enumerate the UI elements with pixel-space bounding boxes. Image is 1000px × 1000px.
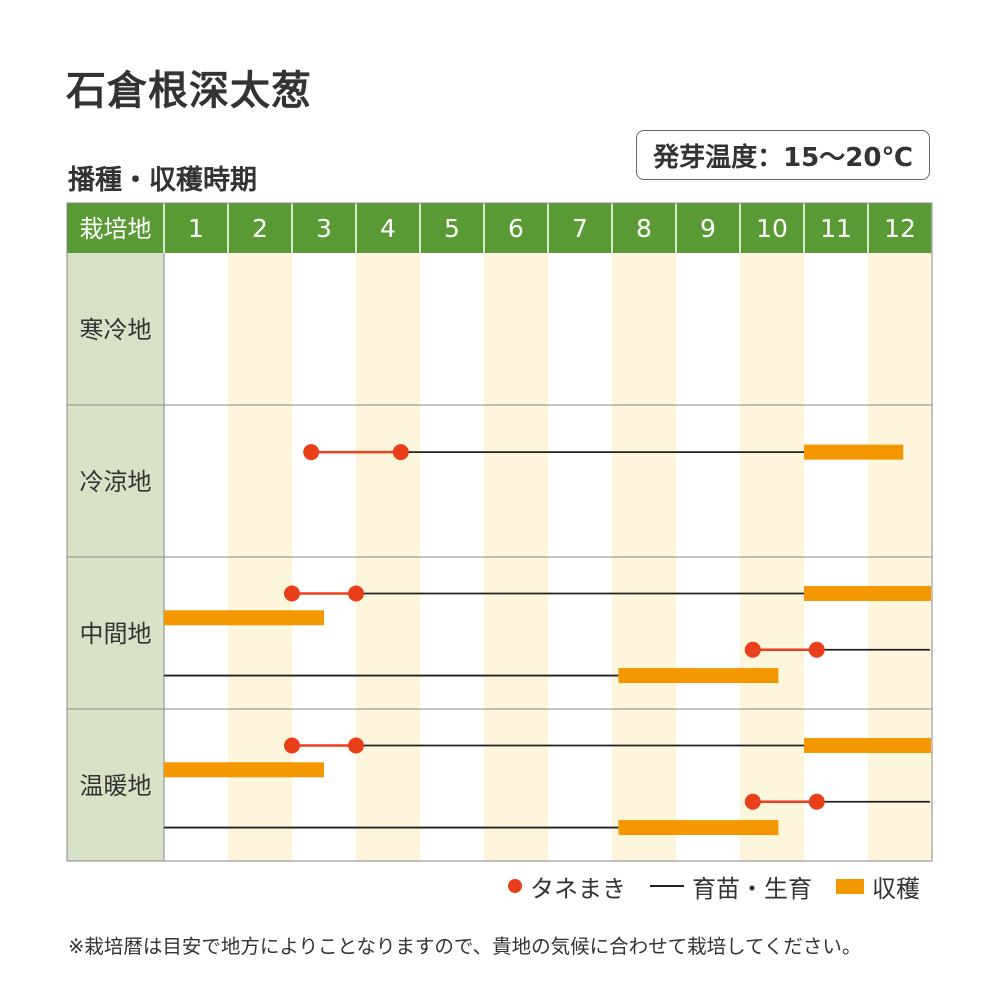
chart-border bbox=[66, 202, 933, 862]
growing-line-icon bbox=[650, 885, 684, 887]
month-label: 11 bbox=[820, 214, 852, 243]
harvest-bar bbox=[804, 444, 904, 460]
sowing-point bbox=[808, 793, 825, 810]
sowing-point bbox=[303, 444, 320, 461]
legend-item-harvest: 収穫 bbox=[836, 869, 920, 904]
germination-temperature-badge: 発芽温度：15～20℃ bbox=[636, 130, 930, 180]
sowing-point bbox=[744, 641, 761, 658]
month-label: 5 bbox=[444, 214, 460, 243]
sowing-point bbox=[392, 444, 409, 461]
sowing-dot-icon bbox=[508, 879, 522, 893]
footnote: ※栽培暦は目安で地方によりことなりますので、貴地の気候に合わせて栽培してください… bbox=[68, 935, 862, 958]
sowing-point bbox=[808, 641, 825, 658]
month-label: 12 bbox=[884, 214, 916, 243]
legend-item-growing: 育苗・生育 bbox=[650, 869, 812, 904]
harvest-bar bbox=[164, 610, 324, 626]
region-label: 温暖地 bbox=[80, 772, 152, 800]
month-label: 1 bbox=[188, 214, 204, 243]
chart-legend: タネまき 育苗・生育 収穫 bbox=[508, 868, 934, 904]
legend-item-sowing: タネまき bbox=[508, 869, 626, 904]
month-label: 10 bbox=[756, 214, 788, 243]
chart-subtitle: 播種・収穫時期 bbox=[68, 165, 257, 196]
harvest-bar bbox=[804, 585, 931, 601]
month-label: 8 bbox=[636, 214, 652, 243]
month-label: 2 bbox=[252, 214, 268, 243]
legend-label-sowing: タネまき bbox=[530, 874, 626, 903]
month-label: 6 bbox=[508, 214, 524, 243]
harvest-bar bbox=[804, 737, 931, 753]
legend-label-growing: 育苗・生育 bbox=[692, 874, 812, 903]
sowing-point bbox=[284, 737, 300, 754]
header-label: 栽培地 bbox=[80, 215, 152, 243]
sowing-point bbox=[284, 585, 300, 602]
legend-label-harvest: 収穫 bbox=[872, 874, 920, 903]
page-title: 石倉根深太葱 bbox=[66, 68, 312, 114]
harvest-bar bbox=[618, 668, 779, 684]
header-row-background bbox=[67, 203, 932, 253]
month-label: 7 bbox=[572, 214, 588, 243]
sowing-point bbox=[348, 737, 364, 754]
region-label: 寒冷地 bbox=[80, 316, 152, 344]
sowing-point bbox=[348, 585, 364, 602]
harvest-bar bbox=[164, 762, 324, 778]
region-label: 冷涼地 bbox=[80, 468, 152, 496]
harvest-bar-icon bbox=[836, 878, 864, 894]
harvest-bar bbox=[618, 820, 779, 836]
month-label: 4 bbox=[380, 214, 396, 243]
region-label: 中間地 bbox=[80, 620, 152, 648]
month-label: 9 bbox=[700, 214, 716, 243]
month-label: 3 bbox=[316, 214, 332, 243]
sowing-point bbox=[744, 793, 761, 810]
